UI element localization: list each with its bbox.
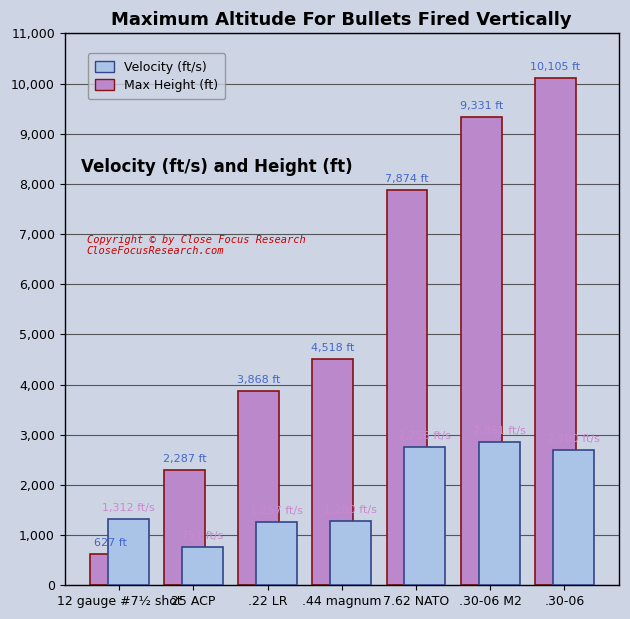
Bar [535,79,576,585]
Text: Copyright © by Close Focus Research
CloseFocusResearch.com: Copyright © by Close Focus Research Clos… [87,235,306,256]
Bar [404,447,445,585]
Bar [461,117,501,585]
Text: Velocity (ft/s) and Height (ft): Velocity (ft/s) and Height (ft) [81,158,353,176]
Legend: Velocity (ft/s), Max Height (ft): Velocity (ft/s), Max Height (ft) [88,53,226,100]
Text: 751 ft/s: 751 ft/s [181,532,224,542]
Text: 627 ft: 627 ft [94,538,127,548]
Bar [312,358,353,585]
Bar [330,521,371,585]
Title: Maximum Altitude For Bullets Fired Vertically: Maximum Altitude For Bullets Fired Verti… [112,11,572,29]
Text: 3,868 ft: 3,868 ft [237,375,280,385]
Text: 2,287 ft: 2,287 ft [163,454,206,464]
Text: 1,257 ft/s: 1,257 ft/s [250,506,303,516]
Text: 1,280 ft/s: 1,280 ft/s [324,505,377,515]
Text: 2,851 ft/s: 2,851 ft/s [472,426,525,436]
Bar [164,470,205,585]
Text: 2,700 ft/s: 2,700 ft/s [547,434,600,444]
Text: 2,756 ft/s: 2,756 ft/s [398,431,451,441]
Bar [553,450,593,585]
Bar [182,547,223,585]
Text: 4,518 ft: 4,518 ft [311,342,355,353]
Bar [108,519,149,585]
Text: 1,312 ft/s: 1,312 ft/s [101,503,154,513]
Bar [256,522,297,585]
Text: 10,105 ft: 10,105 ft [530,63,581,72]
Bar [387,190,428,585]
Text: 7,874 ft: 7,874 ft [386,174,429,184]
Bar [90,554,130,585]
Bar [479,442,520,585]
Bar [238,391,279,585]
Text: 9,331 ft: 9,331 ft [460,101,503,111]
